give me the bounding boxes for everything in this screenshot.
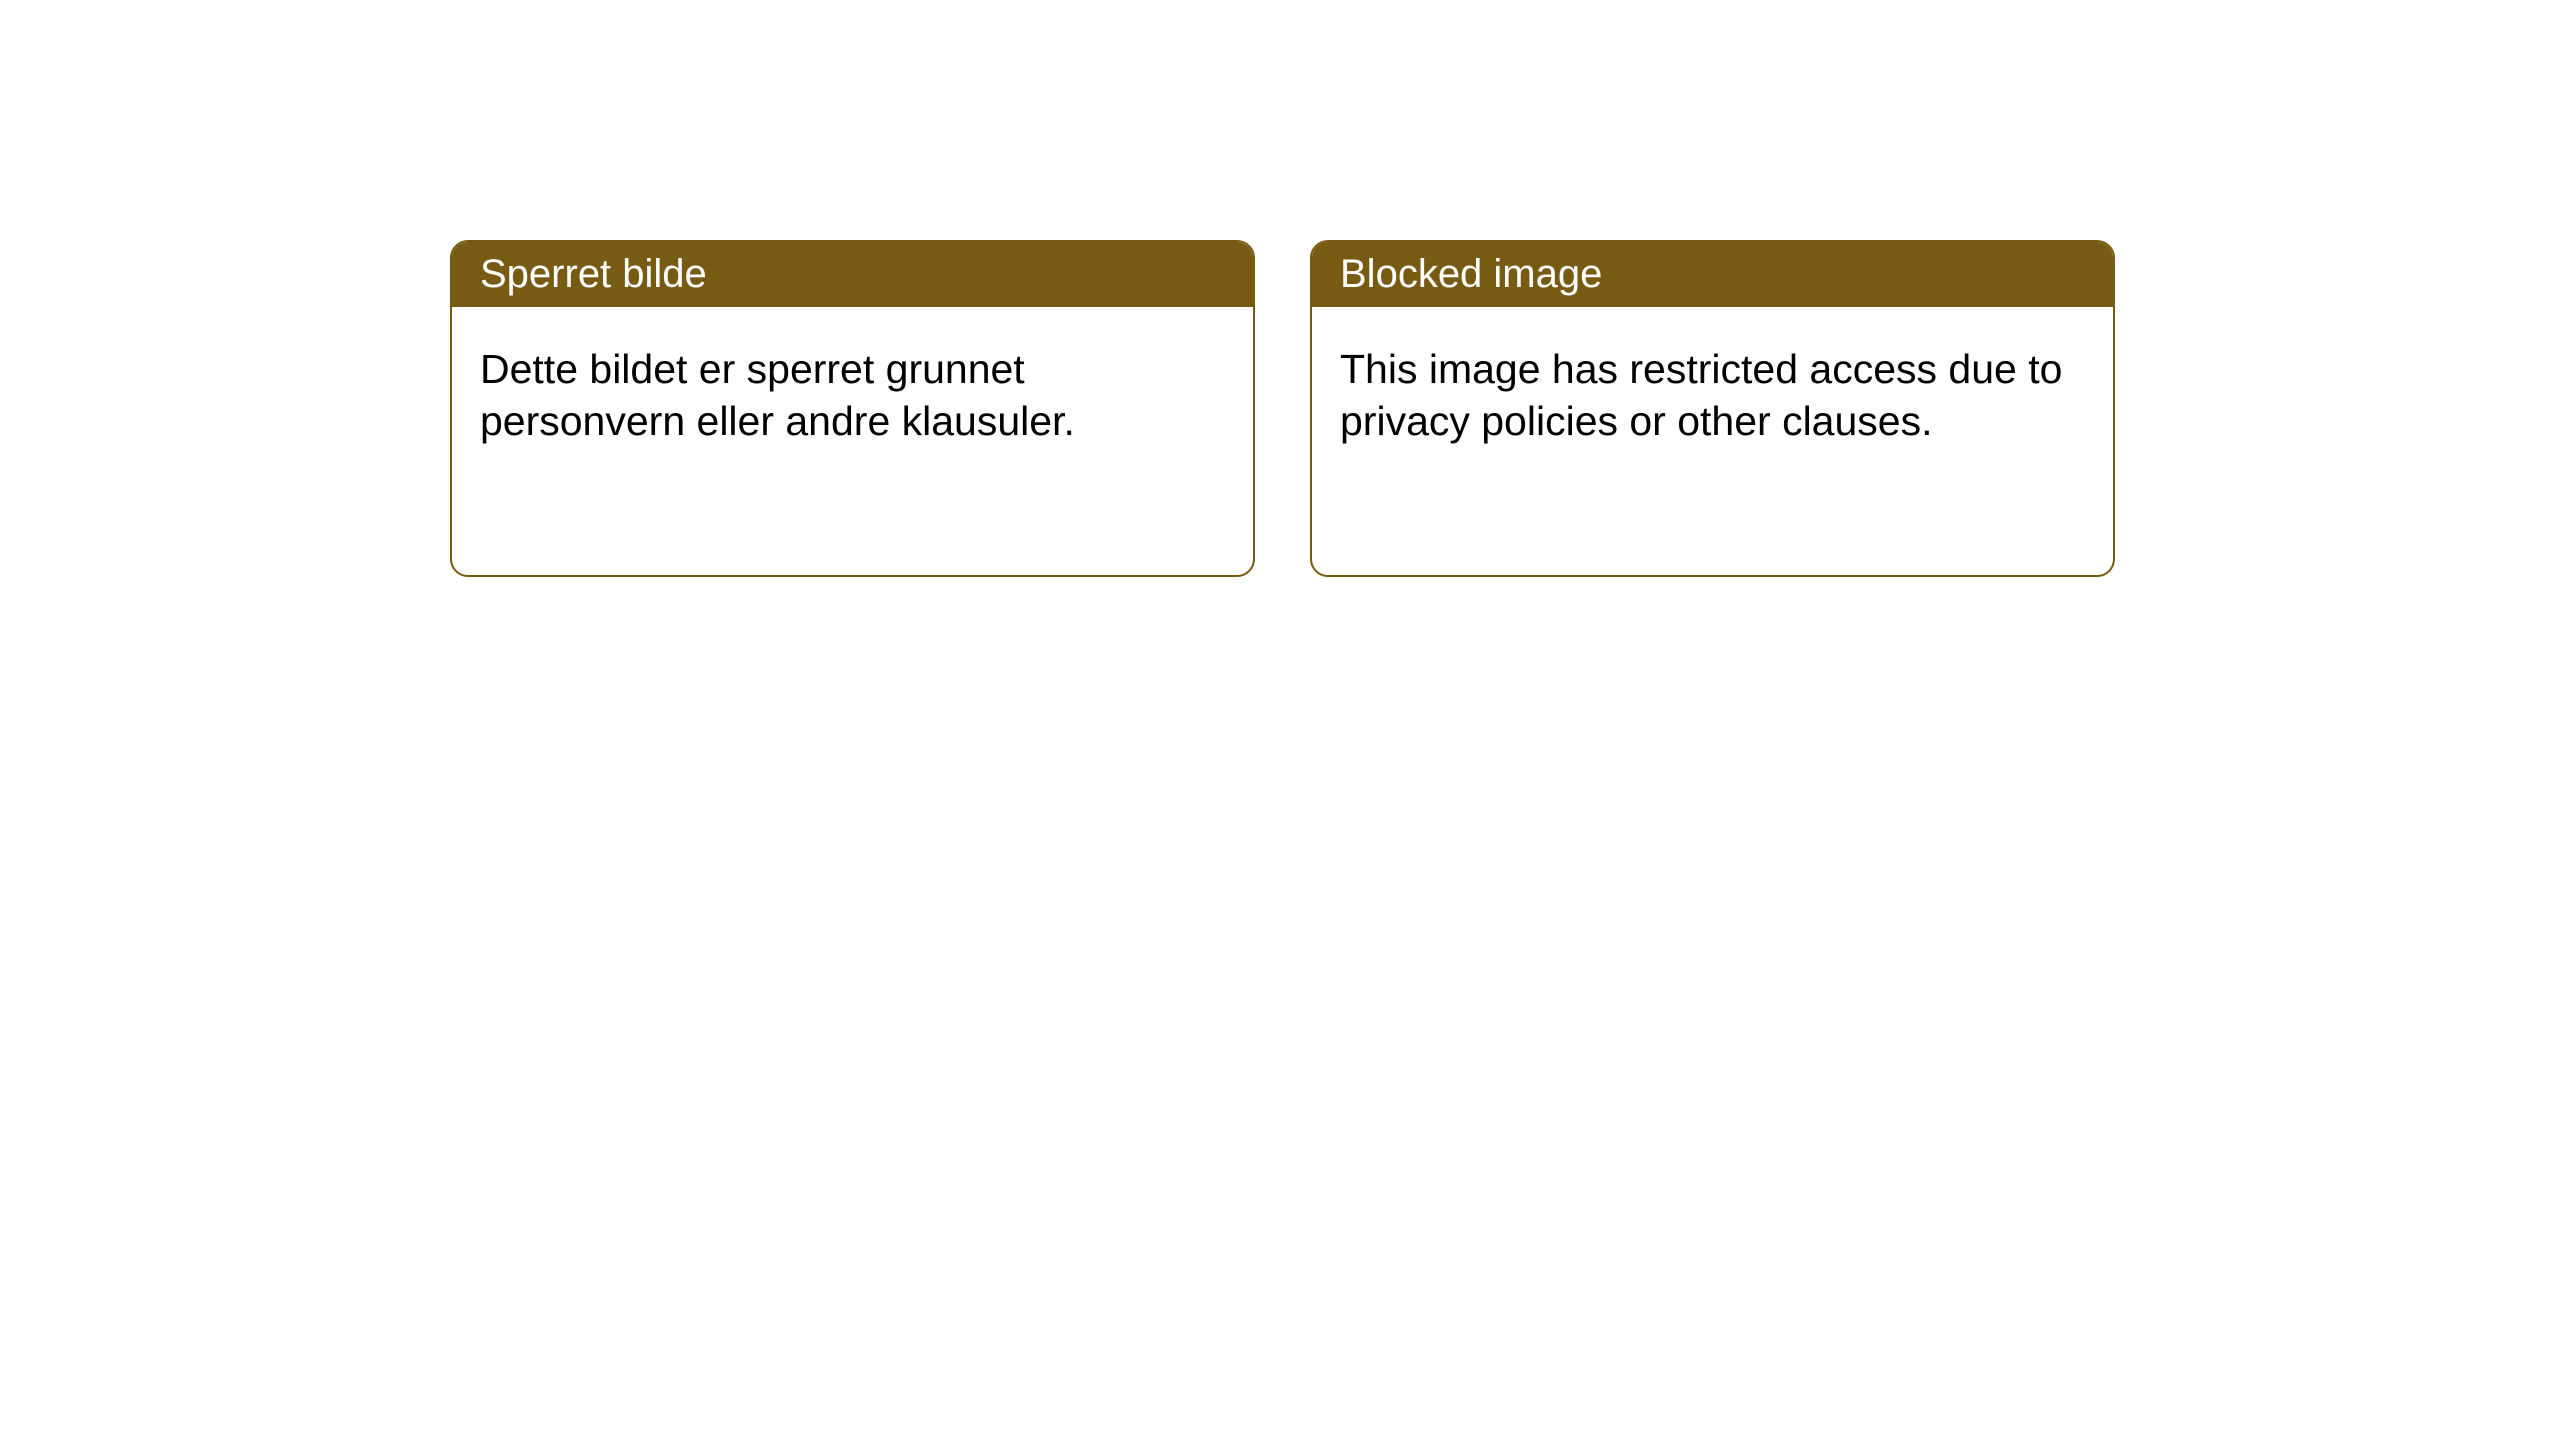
blocked-image-card-no: Sperret bilde Dette bildet er sperret gr… [450, 240, 1255, 577]
blocked-image-card-en: Blocked image This image has restricted … [1310, 240, 2115, 577]
card-title-no: Sperret bilde [452, 242, 1253, 307]
notice-container: Sperret bilde Dette bildet er sperret gr… [0, 0, 2560, 577]
card-title-en: Blocked image [1312, 242, 2113, 307]
card-message-no: Dette bildet er sperret grunnet personve… [452, 307, 1253, 483]
card-message-en: This image has restricted access due to … [1312, 307, 2113, 483]
